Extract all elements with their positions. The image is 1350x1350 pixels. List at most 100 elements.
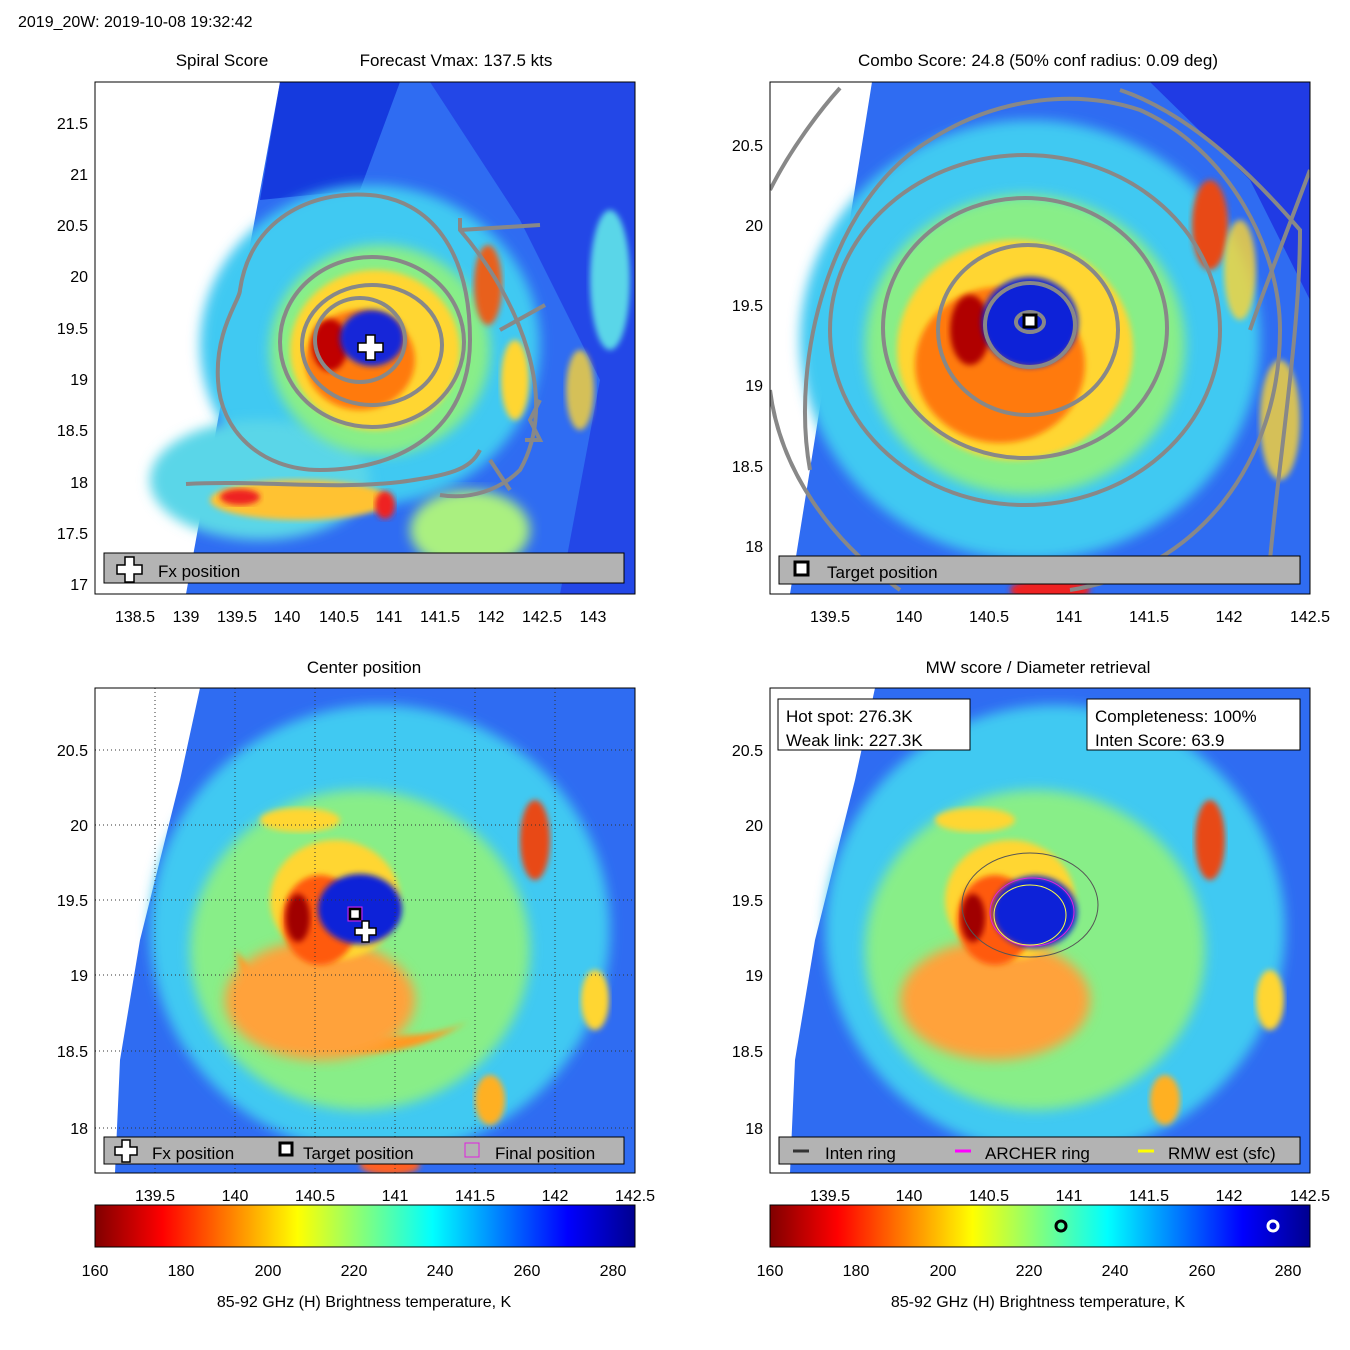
legend: Fx position bbox=[103, 552, 625, 584]
x-tick: 141 bbox=[1056, 1188, 1083, 1205]
colorbar-label: 85-92 GHz (H) Brightness temperature, K bbox=[891, 1294, 1186, 1311]
panel-spiral: Spiral Score Forecast Vmax: 137.5 kts bbox=[57, 51, 636, 626]
completeness-text: Completeness: 100% bbox=[1095, 707, 1257, 726]
x-tick: 140 bbox=[896, 609, 923, 626]
y-tick: 18 bbox=[745, 539, 763, 556]
x-tick: 138.5 bbox=[115, 609, 155, 626]
legend: Fx position Target position Final positi… bbox=[103, 1136, 625, 1165]
y-tick-labels: 18 18.5 19 19.5 20 20.5 bbox=[57, 743, 88, 1138]
x-tick: 141.5 bbox=[455, 1188, 495, 1205]
colorbar-label: 85-92 GHz (H) Brightness temperature, K bbox=[217, 1294, 512, 1311]
x-tick: 140 bbox=[274, 609, 301, 626]
x-tick: 141 bbox=[1056, 609, 1083, 626]
colorbar-tick: 220 bbox=[1016, 1263, 1043, 1280]
panel-combo: Combo Score: 24.8 (50% conf radius: 0.09… bbox=[732, 51, 1330, 626]
x-tick: 142.5 bbox=[1290, 1188, 1330, 1205]
legend-final-label: Final position bbox=[495, 1144, 595, 1163]
panel-subtitle: Forecast Vmax: 137.5 kts bbox=[360, 51, 553, 70]
x-tick: 141.5 bbox=[1129, 609, 1169, 626]
colorbar-tick: 200 bbox=[930, 1263, 957, 1280]
y-tick: 20 bbox=[70, 818, 88, 835]
x-tick: 140.5 bbox=[969, 609, 1009, 626]
x-tick: 139.5 bbox=[217, 609, 257, 626]
panel-mw: MW score / Diameter retrieval Hot s bbox=[732, 658, 1330, 1205]
x-tick-labels: 139.5 140 140.5 141 141.5 142 142.5 bbox=[810, 1188, 1330, 1205]
target-position-marker bbox=[1022, 313, 1038, 329]
colorbar-right: 160 180 200 220 240 260 280 85-92 GHz (H… bbox=[757, 1204, 1311, 1311]
y-tick: 18 bbox=[745, 1121, 763, 1138]
colorbar-tick: 160 bbox=[757, 1263, 784, 1280]
legend-inten-label: Inten ring bbox=[825, 1144, 896, 1163]
panel-title: Combo Score: 24.8 (50% conf radius: 0.09… bbox=[858, 51, 1218, 70]
x-tick: 141 bbox=[376, 609, 403, 626]
fx-position-marker bbox=[357, 334, 384, 361]
y-tick: 20.5 bbox=[57, 743, 88, 760]
panel-center: Center position bbox=[57, 658, 655, 1205]
colorbar-tick: 280 bbox=[1275, 1263, 1302, 1280]
fx-plus-icon bbox=[114, 1139, 138, 1163]
info-box-left: Hot spot: 276.3K Weak link: 227.3K bbox=[777, 698, 971, 751]
y-tick: 19.5 bbox=[57, 893, 88, 910]
heatmap bbox=[770, 82, 1310, 594]
colorbar-tick: 260 bbox=[1189, 1263, 1216, 1280]
x-tick: 142 bbox=[478, 609, 505, 626]
x-tick-labels: 138.5 139 139.5 140 140.5 141 141.5 142 … bbox=[115, 609, 606, 626]
y-tick: 20 bbox=[745, 818, 763, 835]
y-tick-labels: 17 17.5 18 18.5 19 19.5 20 20.5 21 21.5 bbox=[57, 116, 88, 594]
legend-target-label: Target position bbox=[303, 1144, 414, 1163]
y-tick: 17 bbox=[70, 577, 88, 594]
x-tick: 141 bbox=[382, 1188, 409, 1205]
legend-fx-label: Fx position bbox=[158, 562, 240, 581]
x-tick: 142 bbox=[542, 1188, 569, 1205]
info-box-right: Completeness: 100% Inten Score: 63.9 bbox=[1086, 698, 1301, 751]
y-tick: 21.5 bbox=[57, 116, 88, 133]
weak-link-marker bbox=[1054, 1219, 1068, 1233]
legend: Target position bbox=[778, 555, 1301, 585]
inten-score-text: Inten Score: 63.9 bbox=[1095, 731, 1224, 750]
x-tick: 142 bbox=[1216, 609, 1243, 626]
y-tick: 21 bbox=[70, 167, 88, 184]
x-tick: 140.5 bbox=[319, 609, 359, 626]
y-tick-labels: 18 18.5 19 19.5 20 20.5 bbox=[732, 138, 763, 556]
y-tick: 18.5 bbox=[57, 423, 88, 440]
y-tick: 19 bbox=[745, 378, 763, 395]
y-tick: 19 bbox=[70, 968, 88, 985]
inten-ring bbox=[961, 852, 1099, 958]
x-tick: 142.5 bbox=[522, 609, 562, 626]
heatmap bbox=[770, 688, 1310, 1173]
target-square-icon bbox=[793, 560, 810, 577]
x-tick: 140 bbox=[222, 1188, 249, 1205]
colorbar-tick: 280 bbox=[600, 1263, 627, 1280]
rmw-ring bbox=[993, 884, 1067, 946]
y-tick: 19.5 bbox=[57, 321, 88, 338]
heatmap bbox=[95, 688, 635, 1173]
colorbar-tick: 180 bbox=[168, 1263, 195, 1280]
x-tick: 139.5 bbox=[135, 1188, 175, 1205]
heatmap bbox=[95, 82, 635, 594]
x-tick: 139.5 bbox=[810, 1188, 850, 1205]
y-tick: 19.5 bbox=[732, 893, 763, 910]
y-tick-labels: 18 18.5 19 19.5 20 20.5 bbox=[732, 743, 763, 1138]
colorbar-left: 160 180 200 220 240 260 280 85-92 GHz (H… bbox=[82, 1204, 636, 1311]
x-tick: 142.5 bbox=[1290, 609, 1330, 626]
y-tick: 18 bbox=[70, 475, 88, 492]
x-tick: 140.5 bbox=[969, 1188, 1009, 1205]
colorbar-tick: 200 bbox=[255, 1263, 282, 1280]
panel-title: MW score / Diameter retrieval bbox=[926, 658, 1151, 677]
colorbar-tick: 180 bbox=[843, 1263, 870, 1280]
y-tick: 19.5 bbox=[732, 298, 763, 315]
hot-spot-text: Hot spot: 276.3K bbox=[786, 707, 913, 726]
y-tick: 19 bbox=[70, 372, 88, 389]
x-tick: 140 bbox=[896, 1188, 923, 1205]
y-tick: 17.5 bbox=[57, 526, 88, 543]
legend-rmw-label: RMW est (sfc) bbox=[1168, 1144, 1276, 1163]
y-tick: 20 bbox=[70, 269, 88, 286]
y-tick: 18.5 bbox=[732, 459, 763, 476]
x-tick-labels: 139.5 140 140.5 141 141.5 142 142.5 bbox=[135, 1188, 655, 1205]
weak-link-text: Weak link: 227.3K bbox=[786, 731, 923, 750]
y-tick: 20.5 bbox=[57, 218, 88, 235]
figure-title: 2019_20W: 2019-10-08 19:32:42 bbox=[18, 14, 253, 31]
fx-plus-icon bbox=[116, 556, 143, 583]
panel-title: Center position bbox=[307, 658, 421, 677]
legend-archer-label: ARCHER ring bbox=[985, 1144, 1090, 1163]
